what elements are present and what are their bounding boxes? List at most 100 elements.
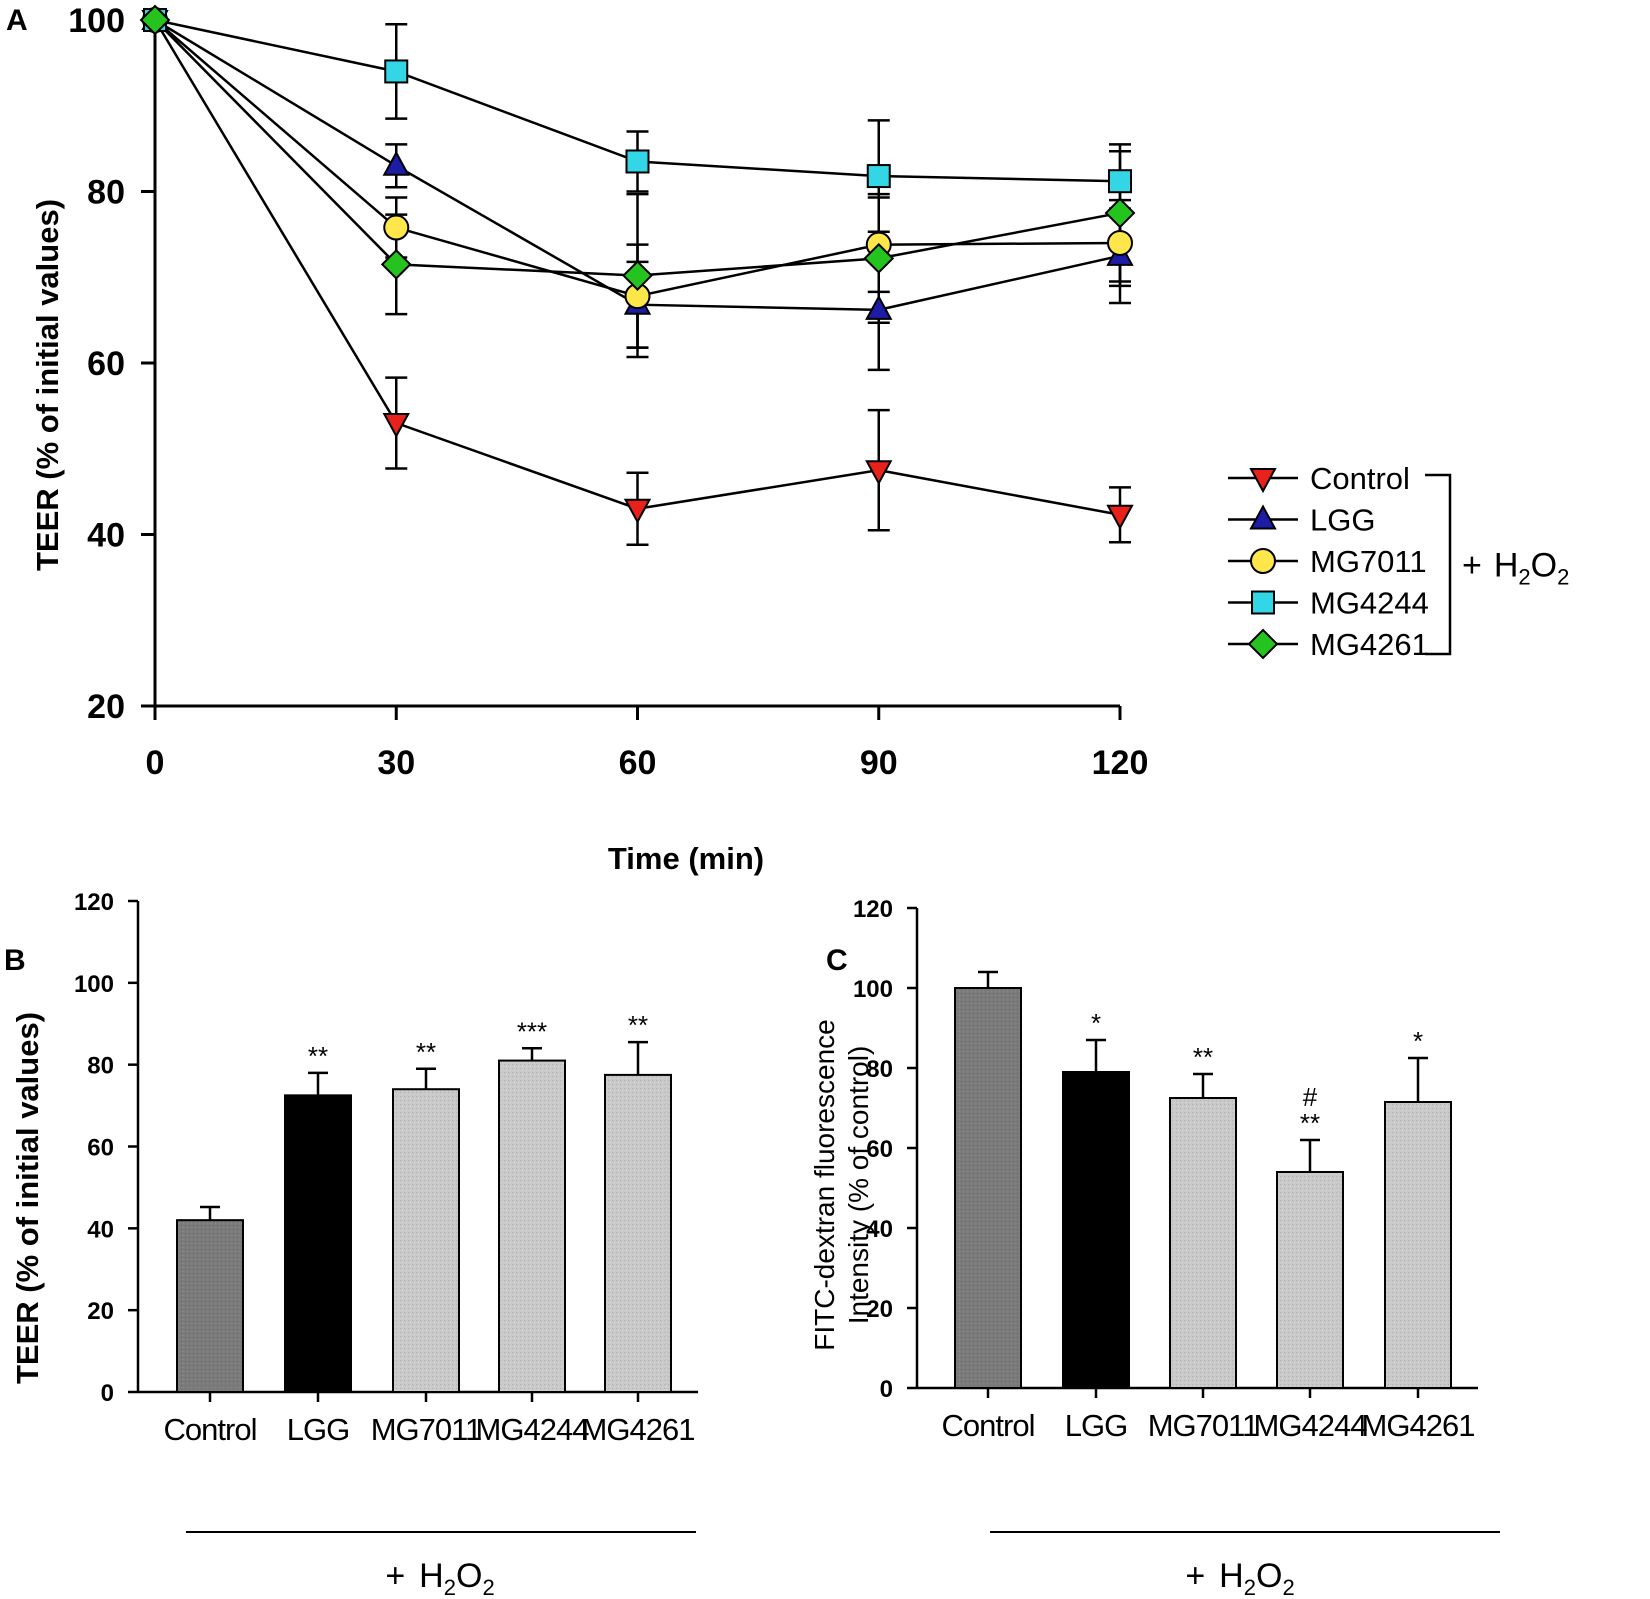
treatment-label-part: 2 [1518, 565, 1530, 590]
y-axis-label-b: TEER (% of initial values) [10, 1012, 45, 1384]
y-tick-label-a: 60 [87, 345, 125, 383]
category-label: Control [164, 1412, 257, 1447]
significance-label: ** [1193, 1042, 1213, 1072]
y-tick-label: 80 [866, 1056, 893, 1083]
y-tick-label: 0 [880, 1376, 893, 1403]
bar-lgg [1062, 1071, 1130, 1389]
y-tick-label: 120 [853, 896, 893, 923]
y-tick-label-a: 80 [87, 174, 125, 212]
bars-b: Control ** LGG ** MG7011 *** MG4244 ** MG4261 [164, 1010, 696, 1447]
legend-marker-lgg [1249, 504, 1277, 530]
marker-mg4244 [866, 164, 891, 189]
x-tick-label-a: 30 [377, 744, 415, 782]
marker-mg4244 [625, 149, 650, 174]
legend-marker-mg4244 [1251, 590, 1275, 615]
treatment-label-part: H [1494, 547, 1519, 585]
category-label: MG7011 [1148, 1408, 1259, 1443]
y-axis-label-a: TEER (% of initial values) [30, 199, 65, 571]
marker-control [623, 498, 652, 524]
bar-mg7011 [1169, 1097, 1237, 1389]
y-tick-label: 120 [74, 889, 114, 916]
y-tick-label: 0 [101, 1380, 114, 1407]
legend-label-mg4244: MG4244 [1310, 586, 1429, 621]
y-tick-label: 20 [866, 1296, 893, 1323]
y-axis-label-c-line2: Intensity (% of control) [843, 1046, 874, 1325]
category-label: MG4244 [476, 1412, 590, 1447]
axes-b: 0 20 40 60 80 100 120 [74, 889, 698, 1407]
legend-label-mg7011: MG7011 [1310, 544, 1427, 579]
y-tick-label-a: 40 [87, 517, 125, 555]
line-chart-teer-time: 20 40 60 80 100 0 30 60 90 120 Time (min) TEER (%… [30, 2, 1569, 876]
marker-mg7011 [383, 214, 410, 241]
bar-mg4244 [1276, 1171, 1344, 1389]
marker-mg4261 [622, 260, 653, 291]
bar-mg7011 [392, 1088, 460, 1393]
treatment-label-part: + [1462, 547, 1482, 585]
series-markers-a [139, 4, 1136, 530]
bar-control [176, 1219, 244, 1394]
treatment-label-b: + H2O2 [385, 1557, 494, 1599]
significance-label: ** [416, 1037, 436, 1067]
marker-mg4261 [380, 248, 412, 280]
y-tick-label: 100 [853, 976, 893, 1003]
panel-label-b: B [4, 944, 26, 977]
legend-marker-mg4261 [1247, 628, 1279, 660]
y-tick-label: 40 [866, 1216, 893, 1243]
panel-label-a: A [6, 4, 28, 37]
significance-label: ** [308, 1041, 328, 1071]
marker-mg4261 [863, 242, 895, 274]
legend-marker-control [1249, 468, 1277, 494]
category-label: LGG [1065, 1408, 1127, 1443]
treatment-label-c: + H2O2 [1185, 1557, 1294, 1599]
x-tick-label-a: 0 [146, 744, 165, 782]
marker-mg4261 [1104, 197, 1136, 229]
marker-mg7011 [1107, 229, 1133, 256]
bar-mg4261 [1384, 1101, 1452, 1389]
y-tick-label: 60 [866, 1136, 893, 1163]
y-tick-label: 20 [87, 1298, 114, 1325]
bars-c: Control*LGG**MG7011**#MG4244*MG4261 [942, 970, 1475, 1443]
marker-mg4244 [1108, 169, 1132, 194]
legend-label-lgg: LGG [1310, 503, 1375, 538]
significance-label: ** [628, 1010, 648, 1040]
y-tick-label-a: 100 [68, 2, 125, 40]
legend-treatment-label: + H2O2 [1462, 547, 1569, 590]
marker-control [865, 460, 893, 486]
legend-label-mg4261: MG4261 [1310, 627, 1429, 662]
x-tick-label-a: 120 [1092, 744, 1149, 782]
y-tick-label: 60 [87, 1135, 114, 1162]
category-label: MG4261 [582, 1412, 695, 1447]
significance-label-hash: # [1303, 1082, 1318, 1112]
x-axis-label-a: Time (min) [608, 841, 764, 876]
significance-label: *** [517, 1016, 547, 1046]
marker-lgg [865, 294, 893, 320]
error-bars-a [385, 23, 1131, 547]
axes-a: 20 40 60 80 100 0 30 60 90 120 [68, 2, 1148, 782]
y-tick-label: 100 [74, 971, 114, 998]
marker-control [382, 413, 410, 439]
significance-label: * [1413, 1026, 1423, 1056]
y-tick-label-a: 20 [87, 688, 125, 726]
panel-label-c: C [826, 944, 848, 977]
treatment-label-part: O [1531, 547, 1557, 585]
y-tick-label: 80 [87, 1053, 114, 1080]
category-label: MG4244 [1254, 1408, 1368, 1443]
marker-mg4244 [384, 59, 409, 84]
treatment-label-part: 2 [1557, 565, 1569, 590]
bar-chart-teer: 0 20 40 60 80 100 120 Control ** LGG ** MG7011 *** M… [10, 889, 698, 1599]
category-label: Control [942, 1408, 1035, 1443]
y-tick-label: 40 [87, 1216, 114, 1243]
category-label: MG7011 [371, 1412, 482, 1447]
bar-control [954, 987, 1022, 1389]
marker-lgg [382, 150, 410, 176]
marker-control [1106, 504, 1134, 530]
x-tick-label-a: 90 [860, 744, 898, 782]
legend-marker-mg7011 [1250, 548, 1276, 574]
legend-label-control: Control [1310, 461, 1410, 496]
legend-bracket [1425, 473, 1452, 656]
y-axis-label-c-line1: FITC-dextran fluorescence [809, 1019, 840, 1350]
bar-lgg [284, 1094, 352, 1393]
